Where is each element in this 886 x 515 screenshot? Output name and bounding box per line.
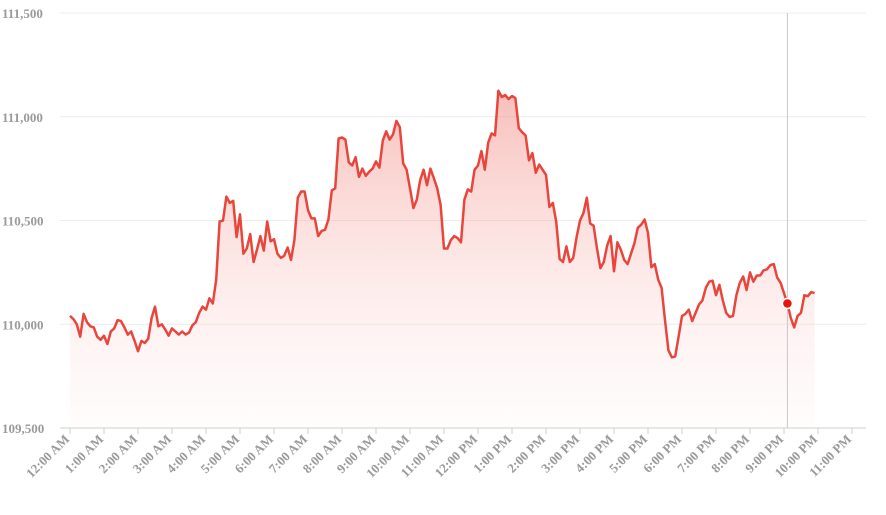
y-tick-label: 111,000 [2, 110, 43, 125]
x-tick-label: 12:00 AM [23, 432, 72, 481]
area-fill [70, 90, 815, 429]
y-tick-label: 110,000 [2, 317, 44, 332]
y-tick-label: 111,500 [2, 6, 43, 21]
y-tick-label: 110,500 [2, 214, 44, 229]
y-tick-label: 109,500 [2, 421, 44, 436]
hover-point [781, 297, 794, 310]
price-line [69, 89, 815, 359]
